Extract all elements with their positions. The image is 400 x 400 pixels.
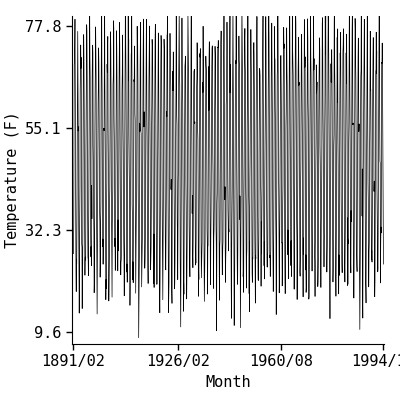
Y-axis label: Temperature (F): Temperature (F) [4, 112, 20, 248]
X-axis label: Month: Month [205, 375, 251, 390]
